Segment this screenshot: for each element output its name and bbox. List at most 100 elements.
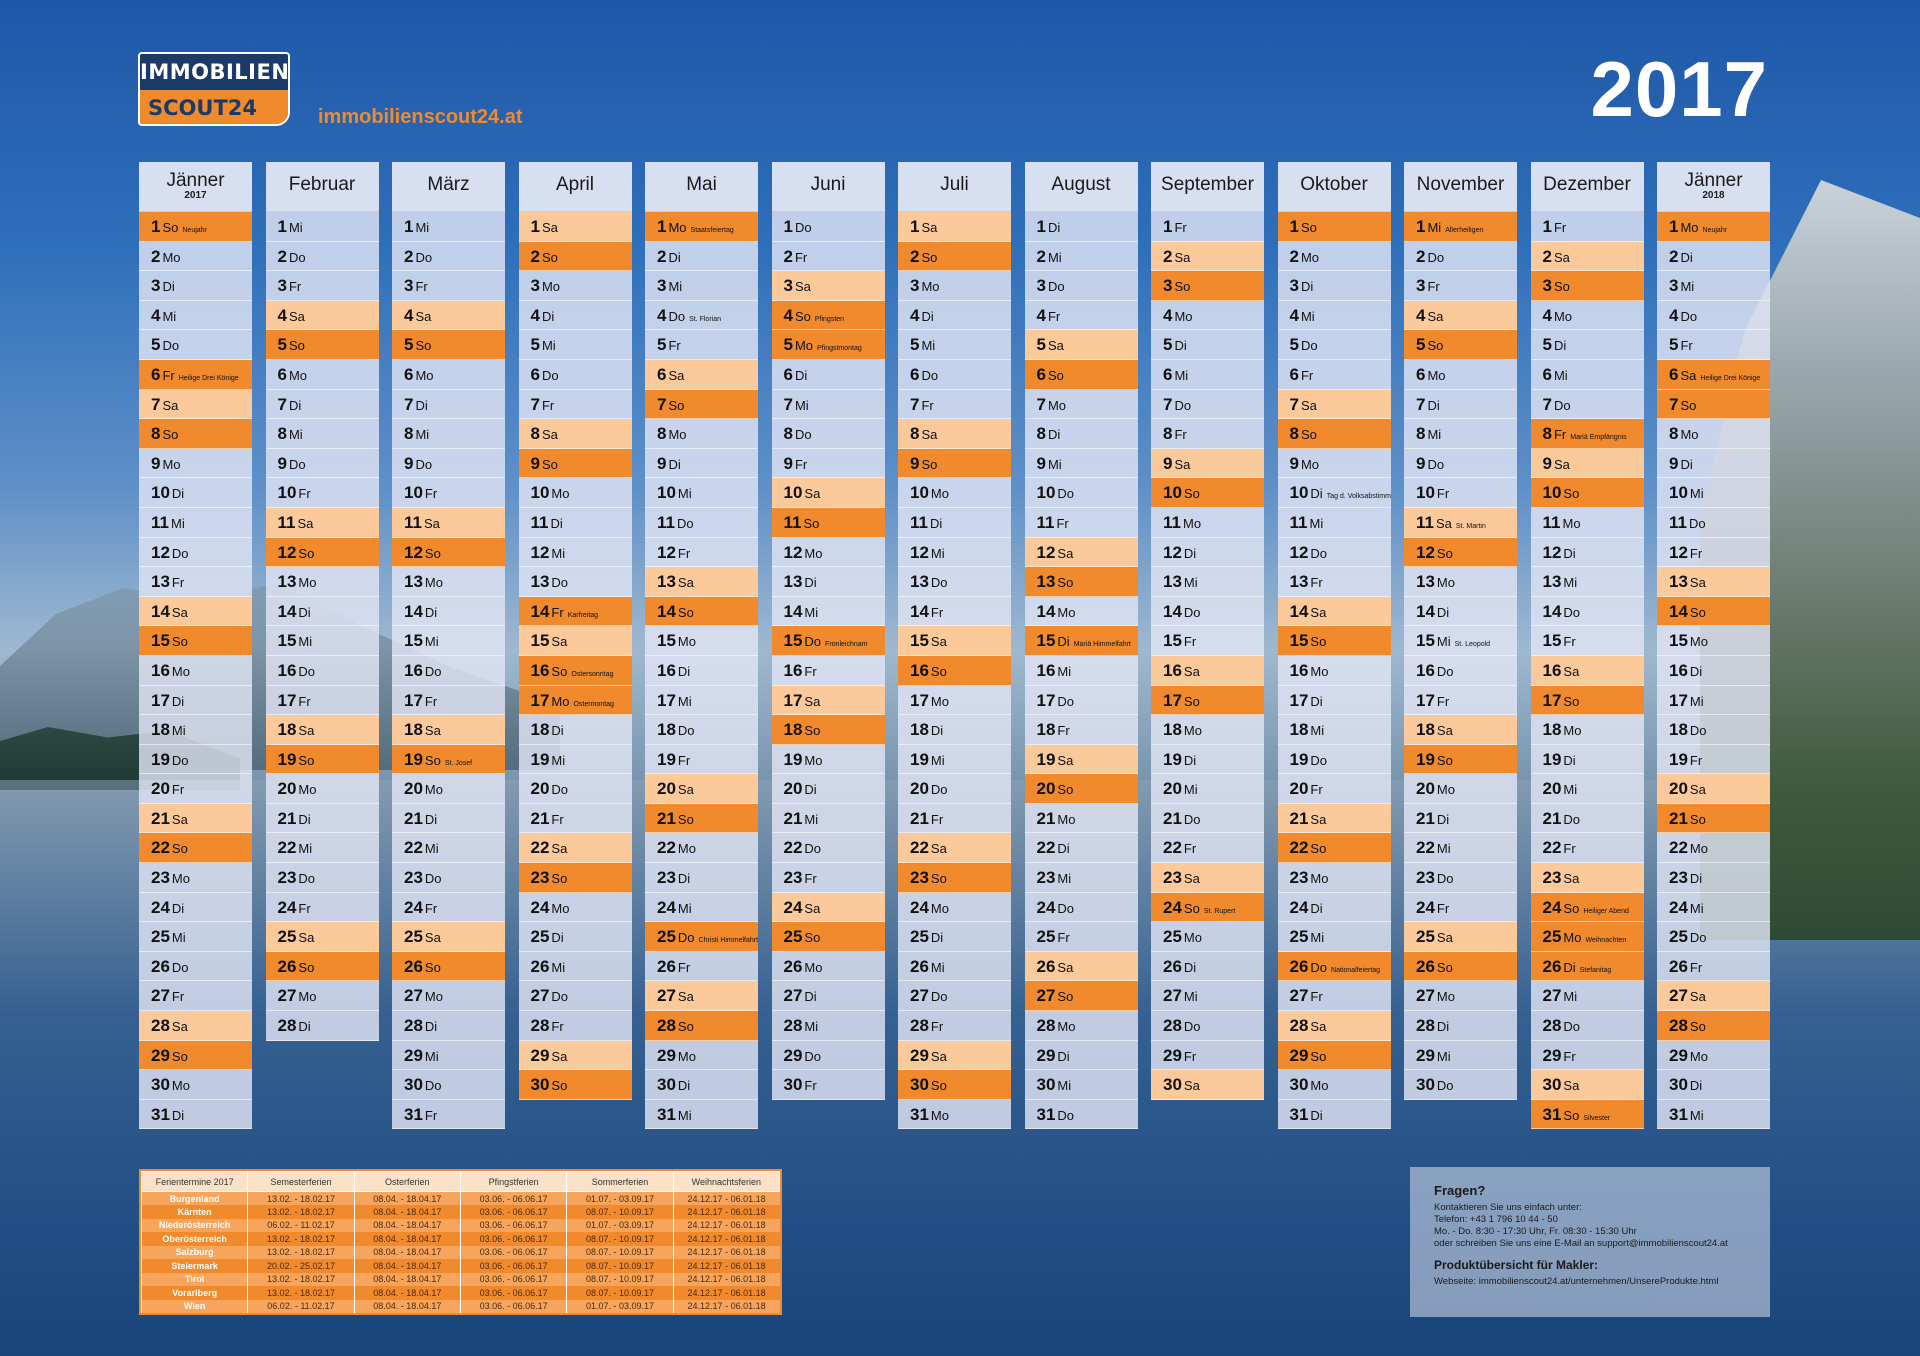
- day-cell: 24 Mo: [898, 892, 1011, 923]
- day-number: 6: [657, 364, 667, 384]
- weekday: Mi: [1309, 515, 1324, 531]
- holidays-dates: 24.12.17 - 06.01.18: [672, 1205, 780, 1219]
- day-number: 2: [530, 246, 540, 266]
- day-cell: 18 Sa: [392, 715, 505, 745]
- contact-box: Fragen? Kontaktieren Sie uns einfach unt…: [1410, 1167, 1770, 1317]
- month-header: Jänner 2018: [1657, 162, 1770, 212]
- day-cell: 31 Do: [1024, 1099, 1138, 1130]
- day-cell: 14 Mo: [1024, 596, 1138, 627]
- weekday: Sa: [1689, 782, 1706, 798]
- day-number: 22: [277, 838, 297, 858]
- holidays-dates: 08.04. - 18.04.17: [353, 1205, 461, 1219]
- holiday-note: Stefanitag: [1579, 966, 1612, 974]
- day-cell: 27 Mo: [392, 981, 505, 1012]
- weekday: Mo: [298, 782, 317, 798]
- day-cell: 14 So: [645, 596, 758, 627]
- day-cell: 8 Do: [771, 419, 885, 449]
- day-number: 21: [404, 808, 423, 828]
- day-cell: 21 Di: [1404, 803, 1517, 834]
- day-number: 16: [404, 660, 423, 680]
- day-number: 8: [783, 424, 793, 444]
- day-number: 8: [1036, 424, 1046, 444]
- day-number: 17: [910, 690, 929, 710]
- logo-text-top: IMMOBILIEN: [140, 60, 290, 84]
- weekday: Sa: [1310, 1019, 1327, 1035]
- day-cell: 12 Mi: [898, 537, 1011, 568]
- weekday: So: [162, 427, 179, 443]
- holidays-state: Niederösterreich: [140, 1218, 248, 1232]
- weekday: Do: [1553, 397, 1571, 413]
- weekday: So: [804, 723, 821, 739]
- day-cell: 26 Sa: [1024, 951, 1138, 982]
- day-cell: 6 Do: [518, 359, 632, 390]
- day-cell: 9 Mi: [1024, 448, 1138, 479]
- day-number: 3: [1163, 276, 1173, 296]
- weekday: So: [1436, 545, 1453, 561]
- day-cell: 24 Mo: [518, 892, 632, 923]
- holiday-note: Staatsfeiertag: [690, 227, 734, 234]
- weekday: Sa: [1057, 752, 1074, 768]
- day-number: 10: [530, 483, 550, 503]
- weekday: Mo: [171, 1078, 190, 1094]
- day-number: 7: [1669, 394, 1679, 414]
- day-number: 25: [1669, 927, 1688, 947]
- day-cell: 16 Mo: [1277, 655, 1391, 686]
- holidays-row: Steiermark 20.02. - 25.02.17 08.04. - 18.0…: [140, 1259, 780, 1273]
- month-name: April: [555, 174, 594, 195]
- day-cell: 28 So: [1657, 1011, 1770, 1041]
- day-cell: 30 Mi: [1024, 1070, 1138, 1100]
- day-cell: 25 Sa: [1404, 922, 1517, 952]
- day-number: 17: [1416, 690, 1435, 710]
- day-number: 16: [1289, 660, 1309, 680]
- day-cell: 15 So: [1277, 626, 1391, 656]
- day-cell: 27 So: [1024, 981, 1138, 1012]
- day-number: 3: [1416, 276, 1426, 296]
- contact-email[interactable]: oder schreiben Sie uns eine E-Mail an su…: [1434, 1238, 1728, 1249]
- day-number: 25: [277, 927, 297, 947]
- day-number: 2: [1416, 246, 1426, 266]
- day-number: 14: [530, 601, 550, 621]
- day-number: 7: [1416, 394, 1426, 414]
- contact-website[interactable]: Webseite: immobilienscout24.at/unternehm…: [1434, 1276, 1719, 1287]
- day-cell: 13 So: [1024, 567, 1138, 597]
- day-cell: 19 Sa: [1024, 744, 1138, 775]
- day-cell: 6 Mo: [392, 359, 505, 390]
- day-cell: 13 Sa: [1657, 567, 1770, 597]
- day-cell: 8 Mi: [1404, 419, 1517, 449]
- day-cell: 10 Mo: [518, 478, 632, 508]
- weekday: Fr: [677, 545, 691, 561]
- day-number: 30: [1542, 1075, 1562, 1095]
- weekday: Di: [804, 782, 817, 798]
- holidays-row: Oberösterreich 13.02. - 18.02.17 08.04. - …: [140, 1232, 780, 1246]
- weekday: Mi: [298, 634, 313, 650]
- day-cell: 17 Fr: [265, 685, 379, 716]
- holidays-dates: 08.04. - 18.04.17: [353, 1218, 461, 1232]
- day-cell: 29 Mo: [645, 1040, 758, 1071]
- weekday: Mo: [804, 545, 823, 561]
- weekday: Do: [804, 1048, 822, 1064]
- day-number: 29: [1289, 1045, 1309, 1065]
- weekday: Do: [1057, 1107, 1075, 1123]
- day-number: 13: [657, 572, 676, 592]
- weekday: Di: [677, 1078, 691, 1094]
- day-cell: 15 Mi: [265, 626, 379, 656]
- day-number: 1: [1036, 217, 1046, 236]
- weekday: Di: [541, 308, 555, 324]
- day-number: 9: [151, 453, 161, 473]
- day-cell: 11 Do: [645, 507, 758, 538]
- day-number: 17: [151, 690, 170, 710]
- weekday: Do: [1057, 900, 1075, 916]
- day-number: 5: [277, 335, 287, 355]
- month-header: Oktober: [1277, 162, 1391, 212]
- weekday: Fr: [1183, 1048, 1197, 1064]
- day-cell: 26 Di Stefanitag: [1530, 951, 1644, 982]
- day-number: 28: [1289, 1016, 1309, 1036]
- weekday: Mi: [921, 338, 936, 354]
- day-cell: 15 Sa: [518, 626, 632, 656]
- weekday: Do: [677, 930, 695, 946]
- weekday: Mi: [1057, 663, 1072, 679]
- day-number: 31: [657, 1104, 676, 1124]
- day-cell: 12 Di: [1530, 537, 1644, 568]
- weekday: Mi: [1563, 989, 1578, 1005]
- weekday: Do: [676, 515, 694, 531]
